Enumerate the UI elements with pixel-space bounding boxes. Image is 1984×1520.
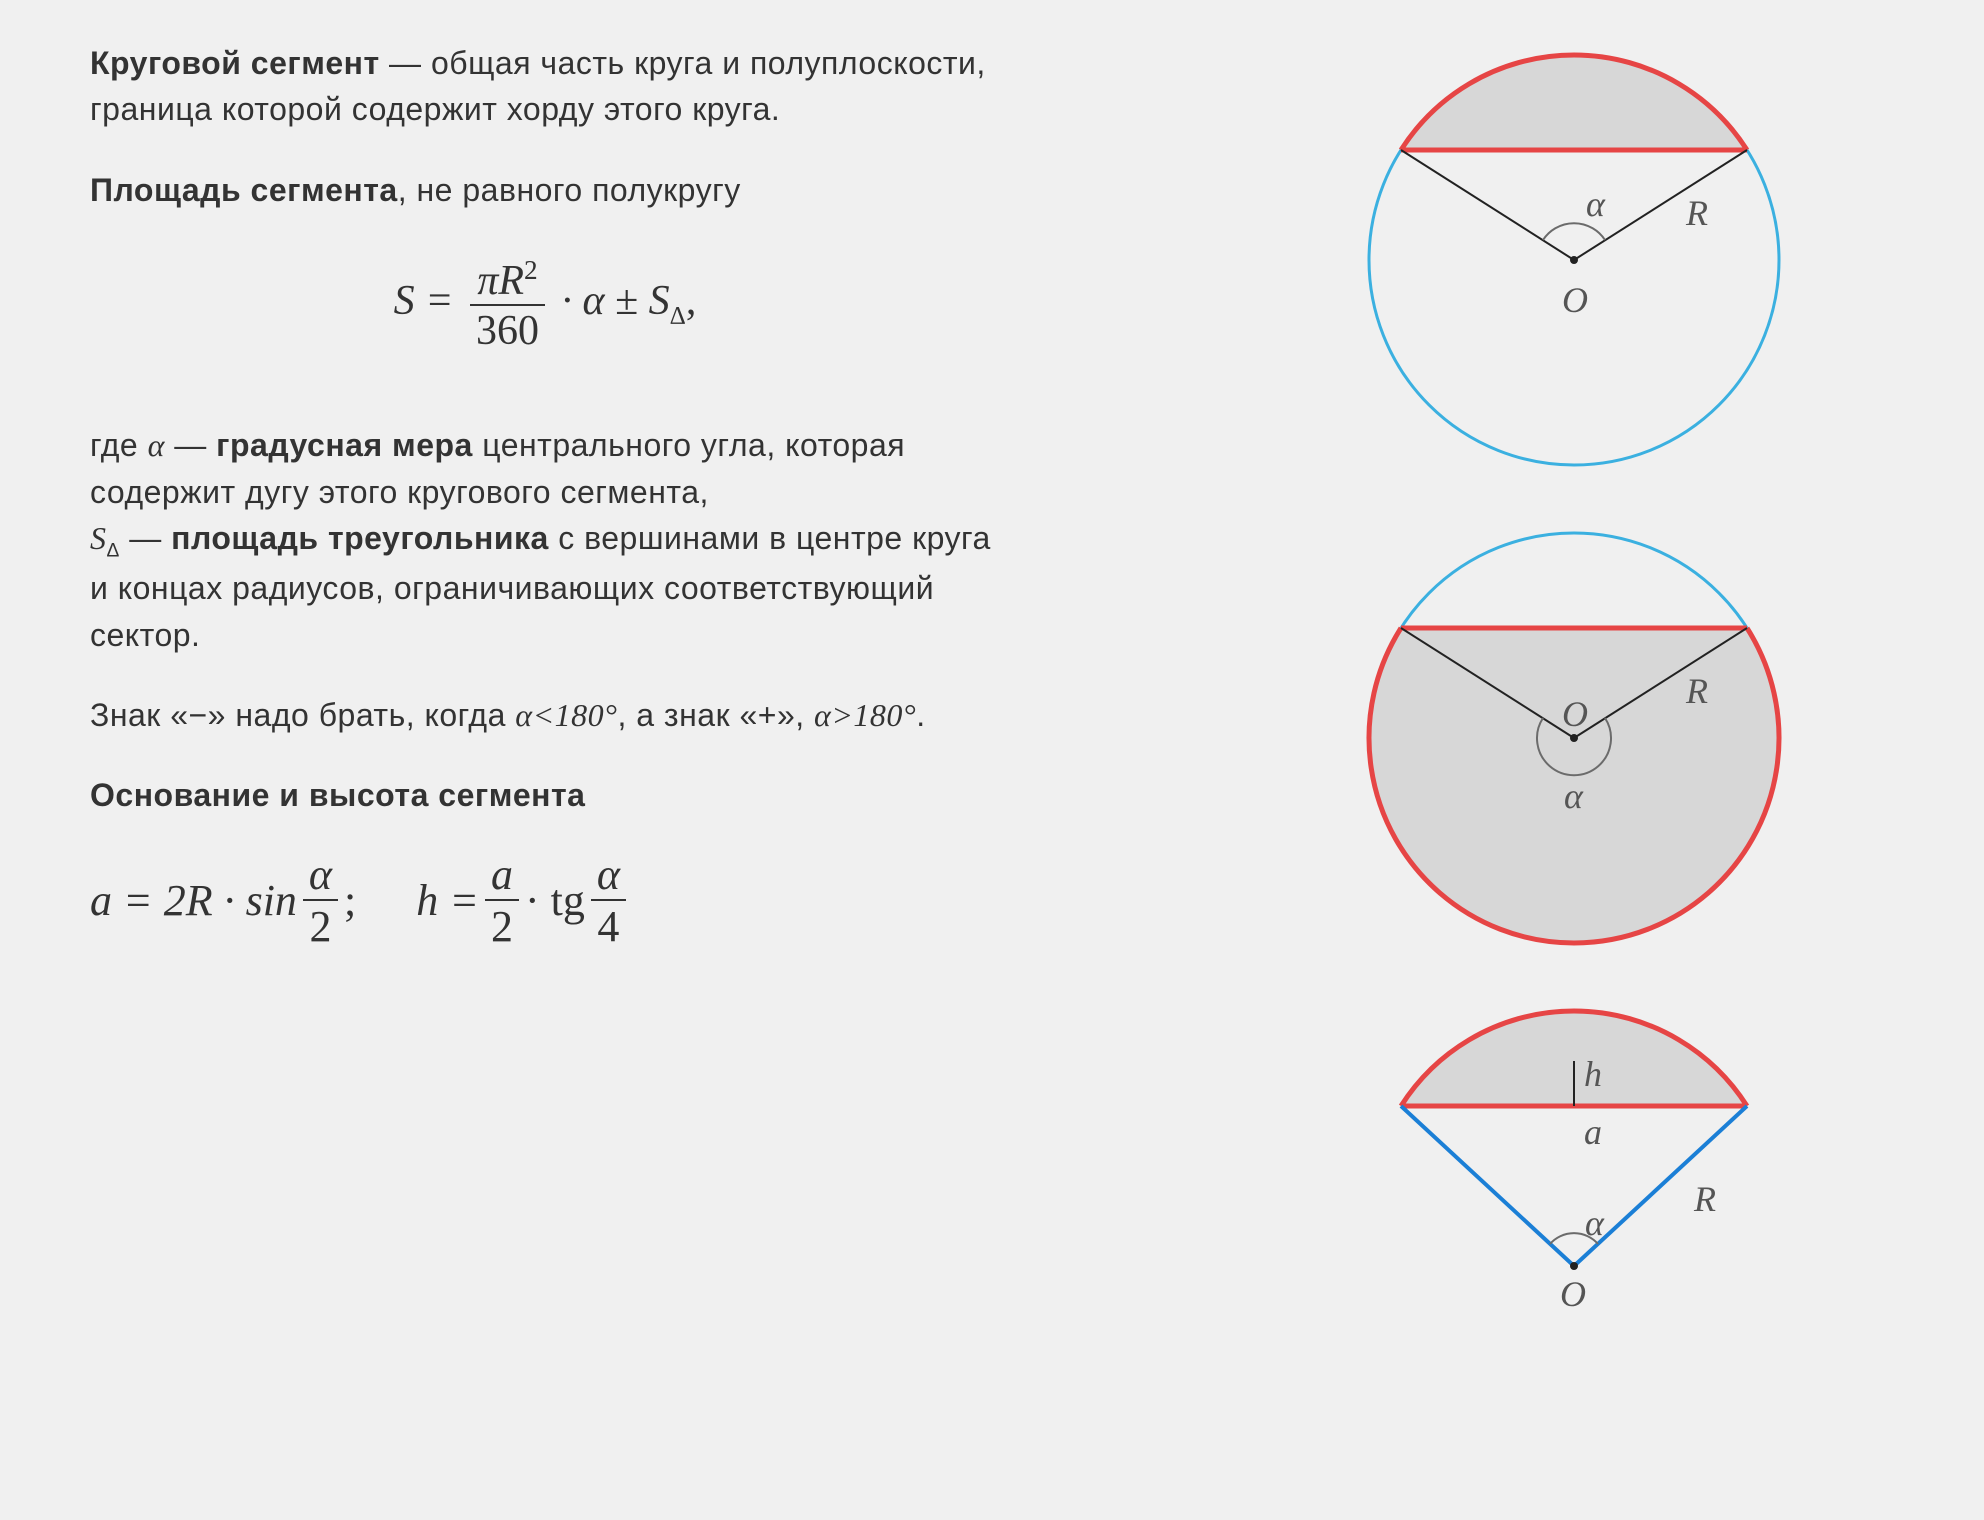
center-dot-2 [1570,734,1578,742]
num-piR: πR [477,258,524,304]
exp-bold2: площадь треугольника [171,520,549,556]
base-height-heading: Основание и высота сегмента [90,772,1000,818]
tg: · tg [525,879,585,923]
semi: ; [344,879,356,923]
label-O: O [1562,280,1588,320]
sign-c: . [916,697,925,733]
intro-paragraph: Круговой сегмент — общая часть круга и п… [90,40,1000,133]
frac3-num: α [591,853,626,899]
page: Круговой сегмент — общая часть круга и п… [0,0,1984,1520]
signs-paragraph: Знак «−» надо брать, когда α<180°, а зна… [90,692,1000,738]
sym-comma: , [686,278,697,324]
diagram-major-segment: O R α [1344,508,1804,968]
segment-fill [1401,55,1747,150]
exp-d: — [120,520,171,556]
label-alpha-2: α [1564,776,1584,816]
frac-a-2: a 2 [485,853,519,949]
diagram-minor-segment: α R O [1344,30,1804,490]
label-a: a [1584,1112,1602,1152]
base-height-bold: Основание и высота сегмента [90,777,585,813]
label-R-3: R [1693,1179,1716,1219]
label-R: R [1685,193,1708,233]
frac-alpha-2: α 2 [303,853,338,949]
explain-paragraph: где α — градусная мера центрального угла… [90,422,1000,658]
label-alpha: α [1586,184,1606,224]
fraction-piR2-360: πR2 360 [470,257,545,352]
frac3-den: 4 [591,899,626,949]
sym-S: S [394,278,415,324]
label-O-2: O [1562,694,1588,734]
diagram-sector-ah: h a R α O [1344,986,1804,1316]
label-alpha-3: α [1585,1203,1605,1243]
h-eq: h = [416,879,479,923]
frac1-num: α [303,853,338,899]
num-sup: 2 [524,255,538,285]
sym-sub: Δ [670,303,686,330]
term: Круговой сегмент [90,45,380,81]
fraction-den: 360 [470,304,545,352]
area-heading-tail: , не равного полукругу [398,172,741,208]
label-h: h [1584,1054,1602,1094]
angle-arc [1543,223,1605,240]
exp-S: S [90,520,107,556]
a-eq: a = 2R · sin [90,879,297,923]
frac1-den: 2 [303,899,338,949]
radius-left [1401,150,1574,260]
text-column: Круговой сегмент — общая часть круга и п… [90,40,1000,949]
exp-b: — [165,427,216,463]
exp-alpha: α [148,427,165,463]
formula-a: a = 2R · sin α 2 ; [90,853,356,949]
exp-a: где [90,427,148,463]
center-dot [1570,256,1578,264]
sign-b: , а знак «+», [617,697,814,733]
frac2-den: 2 [485,899,519,949]
center-dot-3 [1570,1262,1578,1270]
area-heading-bold: Площадь сегмента [90,172,398,208]
fraction-num: πR2 [470,257,545,304]
exp-S-sub: Δ [107,540,120,561]
formula-h: h = a 2 · tg α 4 [416,853,632,949]
exp-bold1: градусная мера [216,427,473,463]
label-O-3: O [1560,1274,1586,1314]
area-heading: Площадь сегмента, не равного полукругу [90,167,1000,213]
sym-eq: = [415,278,464,324]
formula-base-height: a = 2R · sin α 2 ; h = a 2 · tg α 4 [90,853,1000,949]
sign-a: Знак «−» надо брать, когда [90,697,515,733]
label-R-2: R [1685,671,1708,711]
sym-mid: · α ± S [562,278,670,324]
sign-cond1: α<180° [515,697,617,733]
radius-left-3 [1401,1106,1574,1266]
frac2-num: a [485,853,519,899]
formula-segment-area: S = πR2 360 · α ± SΔ, [90,257,1000,352]
sign-cond2: α>180° [814,697,916,733]
frac-alpha-4: α 4 [591,853,626,949]
diagram-column: α R O O R α [1294,30,1854,1316]
